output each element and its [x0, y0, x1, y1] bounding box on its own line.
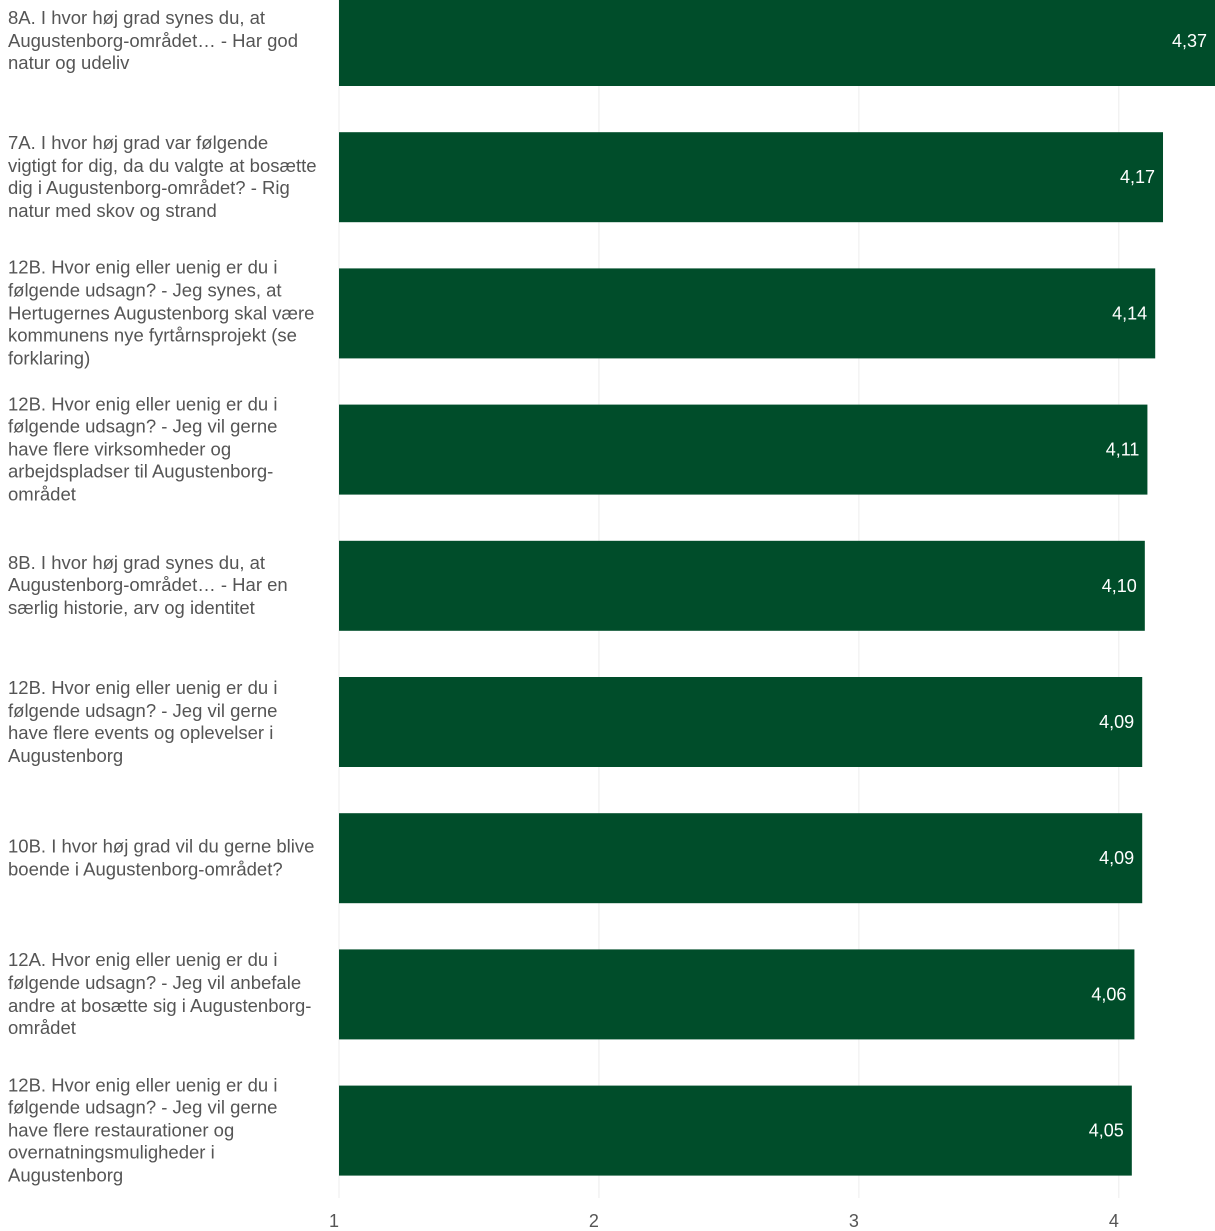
x-tick-label: 2: [589, 1211, 599, 1231]
data-label: 4,11: [1106, 440, 1140, 460]
x-tick-label: 1: [329, 1211, 339, 1231]
category-label: 7A. I hvor høj grad var følgende vigtigt…: [8, 132, 317, 221]
data-label: 4,37: [1172, 31, 1207, 51]
bar: [339, 268, 1156, 359]
data-label: 4,14: [1112, 303, 1147, 323]
bar: [339, 1085, 1132, 1176]
data-label: 4,10: [1102, 576, 1137, 596]
bar: [339, 132, 1164, 223]
category-label: 8A. I hvor høj grad synes du, at Auguste…: [8, 7, 298, 74]
category-label: 12B. Hvor enig eller uenig er du i følge…: [8, 393, 278, 505]
data-label: 4,17: [1120, 167, 1155, 187]
data-label: 4,05: [1089, 1121, 1124, 1141]
category-label: 12B. Hvor enig eller uenig er du i følge…: [8, 676, 278, 766]
bar: [339, 949, 1135, 1040]
bar: [339, 677, 1143, 767]
data-label: 4,09: [1099, 848, 1134, 868]
bar: [339, 404, 1148, 495]
bar: [339, 813, 1143, 904]
category-label: 12B. Hvor enig eller uenig er du i følge…: [8, 1074, 278, 1186]
data-label: 4,06: [1091, 984, 1126, 1004]
category-label: 12B. Hvor enig eller uenig er du i følge…: [8, 256, 315, 369]
x-tick-label: 4: [1109, 1211, 1119, 1231]
x-tick-label: 3: [849, 1211, 859, 1231]
category-label: 8B. I hvor høj grad synes du, at Auguste…: [8, 551, 288, 619]
bar: [339, 0, 1215, 86]
bar: [339, 540, 1145, 631]
category-label: 12A. Hvor enig eller uenig er du i følge…: [8, 949, 312, 1038]
data-label: 4,09: [1099, 712, 1134, 732]
category-label: 10B. I hvor høj grad vil du gerne blive …: [8, 835, 315, 880]
